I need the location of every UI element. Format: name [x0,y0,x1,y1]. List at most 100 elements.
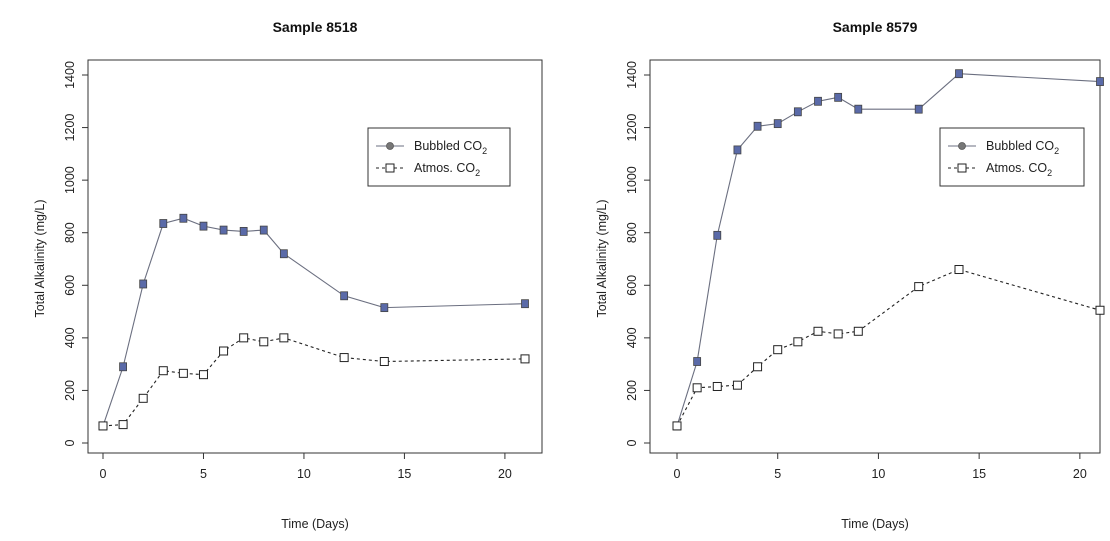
y-tick-label: 600 [63,275,77,296]
legend-marker-atmos [385,163,395,173]
legend-marker-atmos [957,163,967,173]
data-point-bubbled [259,225,268,235]
data-point-bubbled [713,230,722,240]
y-tick-label: 400 [63,327,77,348]
legend-box [367,127,511,187]
chart-title: Sample 8579 [833,19,918,35]
data-point-atmos [853,326,863,336]
legend-label: Atmos. CO2 [414,161,480,178]
data-point-atmos [672,421,682,431]
y-tick-label: 1200 [625,114,639,142]
data-point-atmos [198,370,208,380]
data-point-atmos [339,353,349,363]
data-point-atmos [379,357,389,367]
legend-marker-bubbled [386,142,394,150]
data-point-atmos [954,265,964,275]
data-point-atmos [753,362,763,372]
y-tick-label: 1200 [63,114,77,142]
x-tick-label: 20 [498,467,512,481]
legend-label-subscript: 2 [1047,168,1052,178]
data-point-bubbled [854,104,863,114]
data-point-atmos [833,329,843,339]
x-tick-label: 20 [1073,467,1087,481]
data-point-atmos [914,282,924,292]
series-line-bubbled [676,73,1101,427]
y-tick-label: 400 [625,327,639,348]
x-tick-label: 5 [774,467,781,481]
y-axis-label: Total Alkalinity (mg/L) [33,199,47,317]
data-point-atmos [158,366,168,376]
series-line-bubbled [102,217,526,427]
y-tick-label: 1400 [63,61,77,89]
x-axis-label: Time (Days) [841,517,909,531]
data-point-atmos [239,333,249,343]
legend-label: Atmos. CO2 [986,161,1052,178]
x-axis-label: Time (Days) [281,517,349,531]
data-point-bubbled [521,299,529,309]
data-point-bubbled [733,145,742,155]
y-tick-label: 0 [63,439,77,446]
data-point-atmos [520,354,530,364]
legend-label-main: Bubbled CO [414,139,482,153]
data-point-bubbled [159,219,168,228]
x-tick-label: 15 [972,467,986,481]
y-tick-label: 800 [625,222,639,243]
data-point-bubbled [1096,77,1104,86]
data-point-bubbled [119,362,127,372]
data-point-bubbled [955,69,963,79]
legend-label-main: Atmos. CO [986,161,1047,175]
data-point-bubbled [834,92,843,102]
y-tick-label: 200 [63,380,77,401]
x-tick-label: 10 [297,467,311,481]
legend-label-subscript: 2 [482,146,487,156]
x-tick-label: 5 [200,467,207,481]
data-point-atmos [773,345,783,355]
legend-label-subscript: 2 [475,168,480,178]
data-point-bubbled [914,104,923,114]
y-tick-label: 1400 [625,61,639,89]
x-tick-label: 15 [397,467,411,481]
legend-label-main: Bubbled CO [986,139,1054,153]
data-point-atmos [793,337,803,347]
plot-frame [649,59,1101,454]
legend-box [939,127,1085,187]
x-tick-label: 10 [871,467,885,481]
y-tick-label: 800 [63,222,77,243]
data-point-bubbled [693,357,702,366]
data-point-bubbled [139,279,148,289]
y-tick-label: 1000 [63,166,77,194]
data-point-bubbled [340,291,349,301]
plot-frame [87,59,543,454]
data-point-bubbled [239,226,248,236]
data-point-atmos [712,381,722,391]
data-point-atmos [279,333,289,343]
data-point-bubbled [199,221,208,231]
x-tick-label: 0 [674,467,681,481]
data-point-atmos [138,393,148,403]
data-point-bubbled [179,213,188,223]
legend-label: Bubbled CO2 [986,139,1059,156]
y-axis-label: Total Alkalinity (mg/L) [595,199,609,317]
y-tick-label: 0 [625,439,639,446]
data-point-bubbled [793,107,802,117]
data-point-bubbled [380,303,389,313]
data-point-bubbled [753,121,762,131]
data-point-bubbled [279,249,288,259]
data-point-atmos [259,337,269,347]
data-point-bubbled [814,96,822,106]
legend-label-main: Atmos. CO [414,161,475,175]
y-tick-label: 1000 [625,166,639,194]
legend-label-subscript: 2 [1054,146,1059,156]
data-point-atmos [178,368,188,378]
data-point-atmos [813,326,823,336]
legend-marker-bubbled [958,142,966,150]
data-point-bubbled [219,225,228,235]
y-tick-label: 600 [625,275,639,296]
y-tick-label: 200 [625,380,639,401]
series-line-atmos [676,268,1101,427]
data-point-atmos [98,421,108,431]
